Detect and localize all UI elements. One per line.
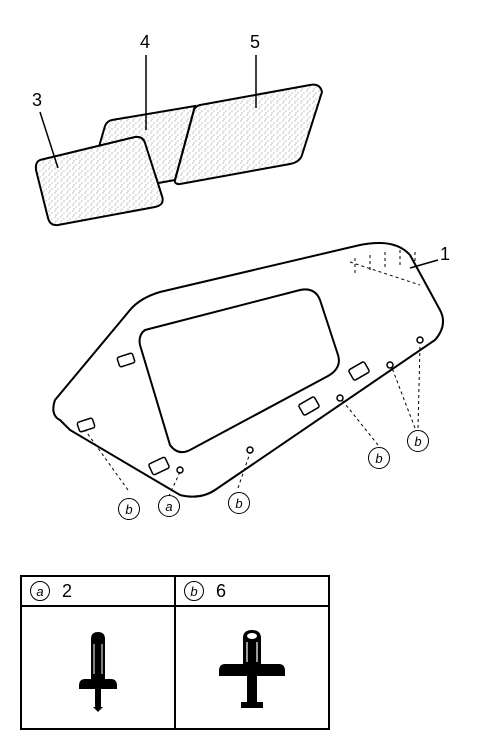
legend-table: a 2 b 6	[20, 575, 330, 730]
legend-circle-a-icon: a	[30, 581, 50, 601]
ref-b-icon: b	[407, 430, 429, 452]
legend-cell-b: b 6	[176, 577, 328, 728]
exploded-diagram: 3 4 5 1 a b b b b	[0, 0, 501, 560]
push-clip-large-icon	[217, 624, 287, 714]
ref-b-icon: b	[368, 447, 390, 469]
legend-circle-b-icon: b	[184, 581, 204, 601]
legend-header: a 2	[22, 577, 174, 607]
callout-1: 1	[440, 244, 450, 265]
ref-a-icon: a	[158, 495, 180, 517]
callout-5: 5	[250, 32, 260, 53]
callout-4: 4	[140, 32, 150, 53]
legend-clip-b	[176, 607, 328, 730]
push-clip-small-icon	[73, 624, 123, 714]
legend-header: b 6	[176, 577, 328, 607]
callout-3: 3	[32, 90, 42, 111]
ref-b-icon: b	[118, 498, 140, 520]
legend-clip-a	[22, 607, 174, 730]
legend-number: 6	[216, 581, 226, 602]
ref-b-icon: b	[228, 492, 250, 514]
diagram-svg	[0, 0, 501, 560]
legend-cell-a: a 2	[22, 577, 176, 728]
legend-number: 2	[62, 581, 72, 602]
